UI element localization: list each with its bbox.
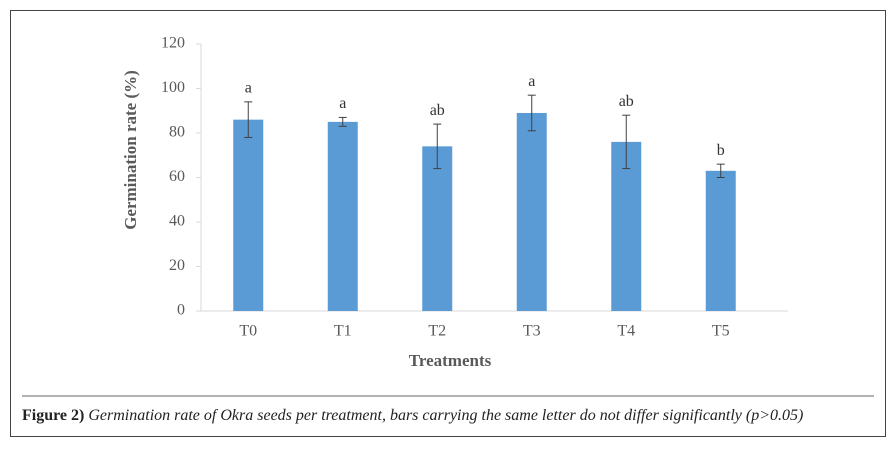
bar [611,141,642,311]
error-bar [527,94,536,132]
error-bar [622,114,631,170]
frame [10,10,886,437]
significance-letter: b [717,142,725,159]
x-tick-label: T1 [334,323,352,340]
x-tick-label: T2 [428,323,446,340]
error-bar [433,123,442,170]
bar [516,112,547,311]
x-axis-title: Treatments [409,351,492,370]
y-tick-label: 100 [161,79,185,96]
y-tick-label: 120 [161,35,185,52]
bar [422,146,453,311]
bar [705,170,736,311]
x-tick-label: T3 [523,323,541,340]
y-tick-label: 20 [169,257,185,274]
caption-text: Germination rate of Okra seeds per treat… [88,407,803,424]
significance-letter: a [245,80,252,97]
error-bar [244,101,253,138]
significance-letter: a [339,95,346,112]
error-bar [716,163,725,178]
bar [233,119,264,312]
significance-letter: ab [619,93,634,110]
y-axis-title: Germination rate (%) [121,70,140,230]
y-tick-label: 0 [177,302,185,319]
caption: Figure 2) Germination rate of Okra seeds… [22,407,803,424]
significance-letter: a [528,73,535,90]
x-tick-label: T4 [617,323,635,340]
caption-label: Figure 2) [22,407,84,424]
bar [327,121,358,311]
y-tick-label: 80 [169,124,185,141]
error-bar [338,116,347,127]
y-tick-label: 60 [169,168,185,185]
y-tick-label: 40 [169,213,185,230]
x-tick-label: T5 [712,323,730,340]
significance-letter: ab [430,102,445,119]
x-tick-label: T0 [239,323,257,340]
